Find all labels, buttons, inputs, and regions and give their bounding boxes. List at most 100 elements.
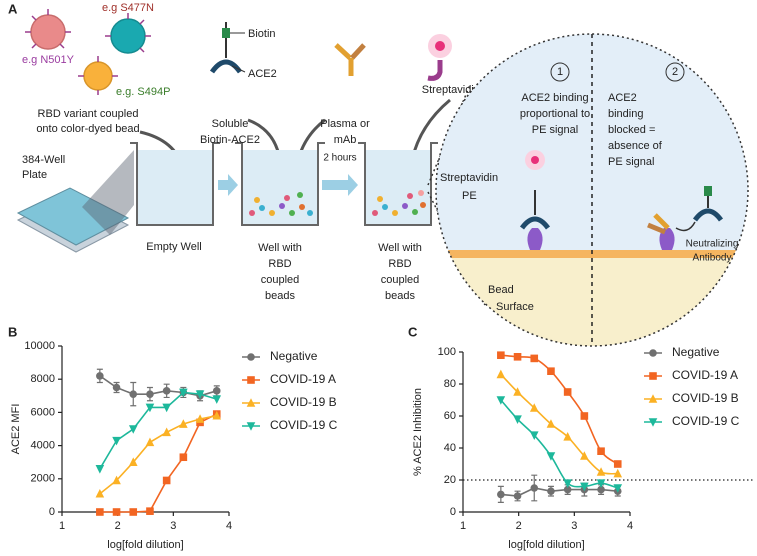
- label: RBD: [388, 258, 411, 270]
- x-tick-label: 1: [59, 520, 65, 532]
- marker: [580, 482, 589, 492]
- marker: [580, 412, 589, 420]
- label: ACE2: [248, 68, 277, 80]
- y-tick-label: 6000: [31, 406, 55, 418]
- marker: [496, 369, 506, 379]
- x-tick-label: 4: [627, 520, 633, 532]
- marker: [162, 427, 171, 437]
- caption: 384-Well: [22, 154, 65, 166]
- marker: [179, 388, 188, 398]
- label: Neutralizing: [686, 239, 739, 250]
- panel-a: A e.g S477N e.g N501Y e.g. S494P RBD var…: [8, 1, 749, 347]
- label: beads: [385, 290, 415, 302]
- x-axis-label: log[fold dilution]: [107, 539, 183, 551]
- caption: Plate: [22, 169, 47, 181]
- marker: [112, 383, 121, 392]
- zoom-shadow: [82, 150, 134, 235]
- x-tick-label: 1: [460, 520, 466, 532]
- marker: [513, 415, 522, 424]
- ace2-icon: [209, 22, 246, 74]
- marker: [145, 437, 155, 447]
- y-tick-label: 60: [444, 410, 456, 422]
- label: Antibody: [693, 253, 732, 264]
- y-tick-label: 10000: [24, 340, 55, 352]
- y-tick-label: 20: [444, 474, 456, 486]
- legend-marker: [648, 394, 658, 403]
- label: coupled: [261, 274, 300, 286]
- plate-top: [16, 187, 130, 246]
- label: PE signal: [608, 156, 654, 168]
- legend-marker: [247, 376, 255, 384]
- label: Well with: [258, 242, 302, 254]
- marker: [195, 414, 205, 423]
- caption: onto color-dyed bead: [36, 123, 139, 135]
- marker: [546, 452, 556, 461]
- label: ACE2: [608, 92, 637, 104]
- legend-marker: [648, 418, 658, 427]
- legend-label: Negative: [270, 349, 318, 363]
- marker: [128, 457, 138, 466]
- rbd-beads: [25, 9, 151, 95]
- bead: [30, 14, 66, 50]
- marker: [112, 436, 121, 446]
- marker: [529, 431, 539, 440]
- marker: [95, 488, 105, 498]
- marker: [112, 475, 121, 485]
- plate: [16, 150, 134, 253]
- label: PE signal: [532, 124, 578, 136]
- marker: [513, 492, 522, 500]
- y-tick-label: 100: [438, 346, 456, 358]
- variant-label: e.g. S494P: [116, 86, 170, 98]
- inset: [436, 34, 748, 346]
- label: proportional to: [520, 108, 590, 120]
- legend-label: COVID-19 C: [672, 414, 740, 428]
- label: absence of: [608, 140, 663, 152]
- wells: [130, 142, 438, 226]
- label: coupled: [381, 274, 420, 286]
- marker: [613, 468, 623, 478]
- x-tick-label: 4: [226, 520, 232, 532]
- marker: [146, 507, 154, 515]
- marker: [195, 390, 205, 399]
- step-badge: [550, 62, 570, 82]
- legend-label: COVID-19 B: [270, 395, 337, 409]
- x-tick-label: 3: [170, 520, 176, 532]
- marker: [96, 508, 104, 516]
- panel-label: B: [8, 324, 17, 339]
- inset-border: [435, 33, 749, 347]
- label: Bead: [488, 284, 514, 296]
- label: Well with: [378, 242, 422, 254]
- y-tick-label: 40: [444, 442, 456, 454]
- y-tick-label: 0: [49, 506, 55, 518]
- marker: [613, 484, 623, 493]
- y-tick-label: 80: [444, 378, 456, 390]
- marker: [547, 487, 555, 496]
- legend-marker: [649, 349, 657, 357]
- marker: [112, 508, 121, 516]
- variant-label: e.g S477N: [102, 2, 154, 14]
- marker: [546, 419, 556, 428]
- bead: [83, 61, 113, 91]
- label: binding: [608, 108, 643, 120]
- marker: [580, 451, 589, 460]
- marker: [513, 353, 522, 361]
- legend-marker: [246, 398, 256, 407]
- marker: [547, 367, 555, 375]
- panel-label: A: [8, 1, 18, 16]
- marker: [496, 396, 506, 405]
- y-tick-label: 8000: [31, 373, 55, 385]
- legend-label: COVID-19 A: [672, 368, 738, 382]
- legend-marker: [649, 372, 657, 380]
- y-axis-label: ACE2 MFI: [10, 404, 22, 455]
- label: PE: [462, 190, 477, 202]
- marker: [162, 387, 171, 395]
- pe-icon: [427, 34, 452, 81]
- marker: [212, 410, 222, 420]
- marker: [563, 485, 572, 494]
- marker: [530, 354, 539, 363]
- label: Biotin-ACE2: [200, 134, 260, 146]
- legend-label: COVID-19 C: [270, 418, 338, 432]
- marker: [563, 432, 572, 441]
- bead: [110, 18, 146, 54]
